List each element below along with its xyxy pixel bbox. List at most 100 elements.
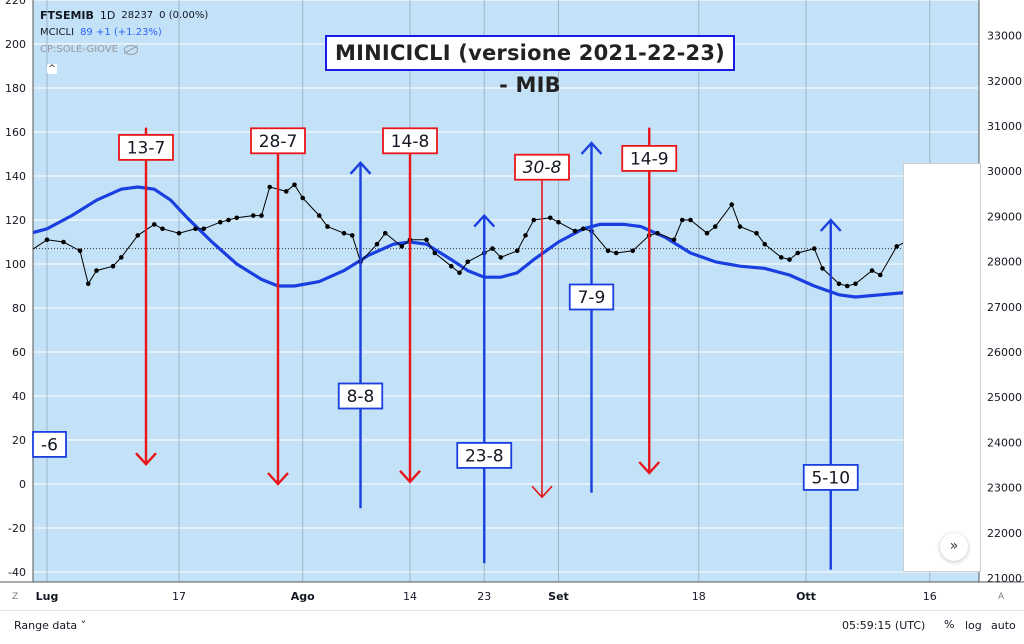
price-point (754, 230, 759, 236)
right-tick-label: 30000 (987, 165, 1022, 178)
marker-arrowhead (580, 141, 603, 155)
left-tick-label: 160 (5, 126, 26, 139)
clock[interactable]: 05:59:15 (UTC) (842, 619, 926, 632)
left-tick-label: 0 (19, 478, 26, 491)
price-point (679, 217, 685, 223)
log-toggle[interactable]: log (965, 619, 982, 632)
price-point (778, 255, 784, 260)
price-point (283, 189, 289, 194)
marker-label: 13-7 (127, 138, 166, 158)
collapse-legend-button[interactable]: ^ (47, 64, 57, 74)
bottom-axis-panel (0, 582, 1024, 610)
zoom-corner-icon[interactable]: Z (12, 592, 19, 602)
price-point (448, 263, 454, 269)
price-point (877, 272, 883, 278)
marker-label-box (621, 144, 678, 172)
price-point (572, 228, 578, 234)
price-point (292, 182, 297, 188)
price-point (77, 248, 83, 254)
price-point (844, 283, 850, 289)
marker-label-box (514, 153, 570, 181)
left-tick-label: 120 (5, 214, 26, 227)
marker-label-box (337, 382, 384, 410)
x-tick-label: 18 (692, 590, 706, 603)
legend-symbol[interactable]: FTSEMIB (40, 9, 94, 22)
price-point (226, 217, 231, 223)
marker-label: 30-8 (523, 158, 562, 178)
marker-label-box (250, 127, 306, 155)
scroll-to-latest-button[interactable]: » (940, 533, 968, 561)
price-point (737, 224, 743, 229)
price-point (688, 217, 693, 223)
price-point (193, 226, 198, 232)
marker-label: -6 (41, 435, 58, 455)
price-point (135, 233, 141, 238)
price-point (762, 241, 768, 247)
left-tick-label: 20 (12, 434, 26, 447)
price-point (399, 244, 405, 249)
price-point (820, 266, 825, 271)
price-point (836, 281, 842, 287)
left-tick-label: 140 (5, 170, 26, 183)
marker-label: 5-10 (811, 468, 850, 488)
price-point (795, 250, 801, 256)
left-tick-label: 100 (5, 258, 26, 271)
legend-overlay-name[interactable]: CP:SOLE-GIOVE (40, 44, 119, 55)
left-tick-label: 220 (5, 0, 26, 7)
auto-corner-icon[interactable]: A (998, 592, 1005, 602)
price-point (729, 202, 735, 207)
right-tick-label: 28000 (987, 256, 1022, 269)
legend-last: 28237 (121, 10, 154, 21)
price-point (176, 230, 182, 236)
right-tick-label: 32000 (987, 75, 1022, 88)
legend-change: 0 (0.00%) (159, 10, 209, 21)
price-point (498, 255, 504, 260)
marker-label: 14-8 (391, 132, 430, 152)
auto-toggle[interactable]: auto (991, 619, 1016, 632)
x-tick-label: 16 (923, 590, 937, 603)
bottom-toolbar: Range data ˅ 05:59:15 (UTC) % log auto (0, 610, 1024, 641)
price-point (300, 195, 306, 201)
right-tick-label: 22000 (987, 527, 1022, 540)
price-point (61, 239, 66, 245)
price-point (630, 248, 636, 254)
marker-arrowhead (531, 485, 553, 499)
price-point (712, 224, 718, 229)
marker-label-box (118, 133, 174, 161)
x-tick-label: Ott (796, 590, 816, 603)
price-point (894, 244, 900, 249)
percent-toggle[interactable]: % (944, 618, 955, 631)
legend-indicator-name[interactable]: MCICLI (40, 27, 75, 38)
eye-hidden-icon[interactable] (124, 44, 139, 55)
price-point (341, 230, 347, 236)
price-point (490, 246, 495, 251)
price-point (605, 248, 611, 254)
price-point (811, 246, 817, 251)
left-tick-label: -20 (8, 522, 26, 535)
legend-indicator-value: 89 +1 (+1.23%) (80, 27, 162, 38)
price-point (234, 215, 240, 221)
right-tick-label: 27000 (987, 301, 1022, 314)
price-point (514, 248, 520, 254)
overlay-panel (903, 163, 981, 572)
price-point (160, 226, 165, 232)
x-tick-label: Set (548, 590, 569, 603)
range-data-button[interactable]: Range data ˅ (14, 619, 87, 632)
right-axis-panel (979, 0, 1024, 582)
price-point (671, 237, 677, 243)
price-point (382, 230, 388, 236)
marker-label: 14-9 (630, 149, 669, 169)
left-tick-label: 80 (12, 302, 26, 315)
price-point (556, 219, 561, 225)
price-point (424, 237, 429, 243)
price-point (349, 233, 355, 238)
right-tick-label: 31000 (987, 120, 1022, 133)
marker-arrowhead (819, 218, 842, 232)
right-tick-label: 33000 (987, 30, 1022, 43)
right-tick-label: 29000 (987, 210, 1022, 223)
marker-label-box (802, 463, 859, 491)
marker-label: 8-8 (347, 387, 375, 407)
right-tick-label: 26000 (987, 346, 1022, 359)
